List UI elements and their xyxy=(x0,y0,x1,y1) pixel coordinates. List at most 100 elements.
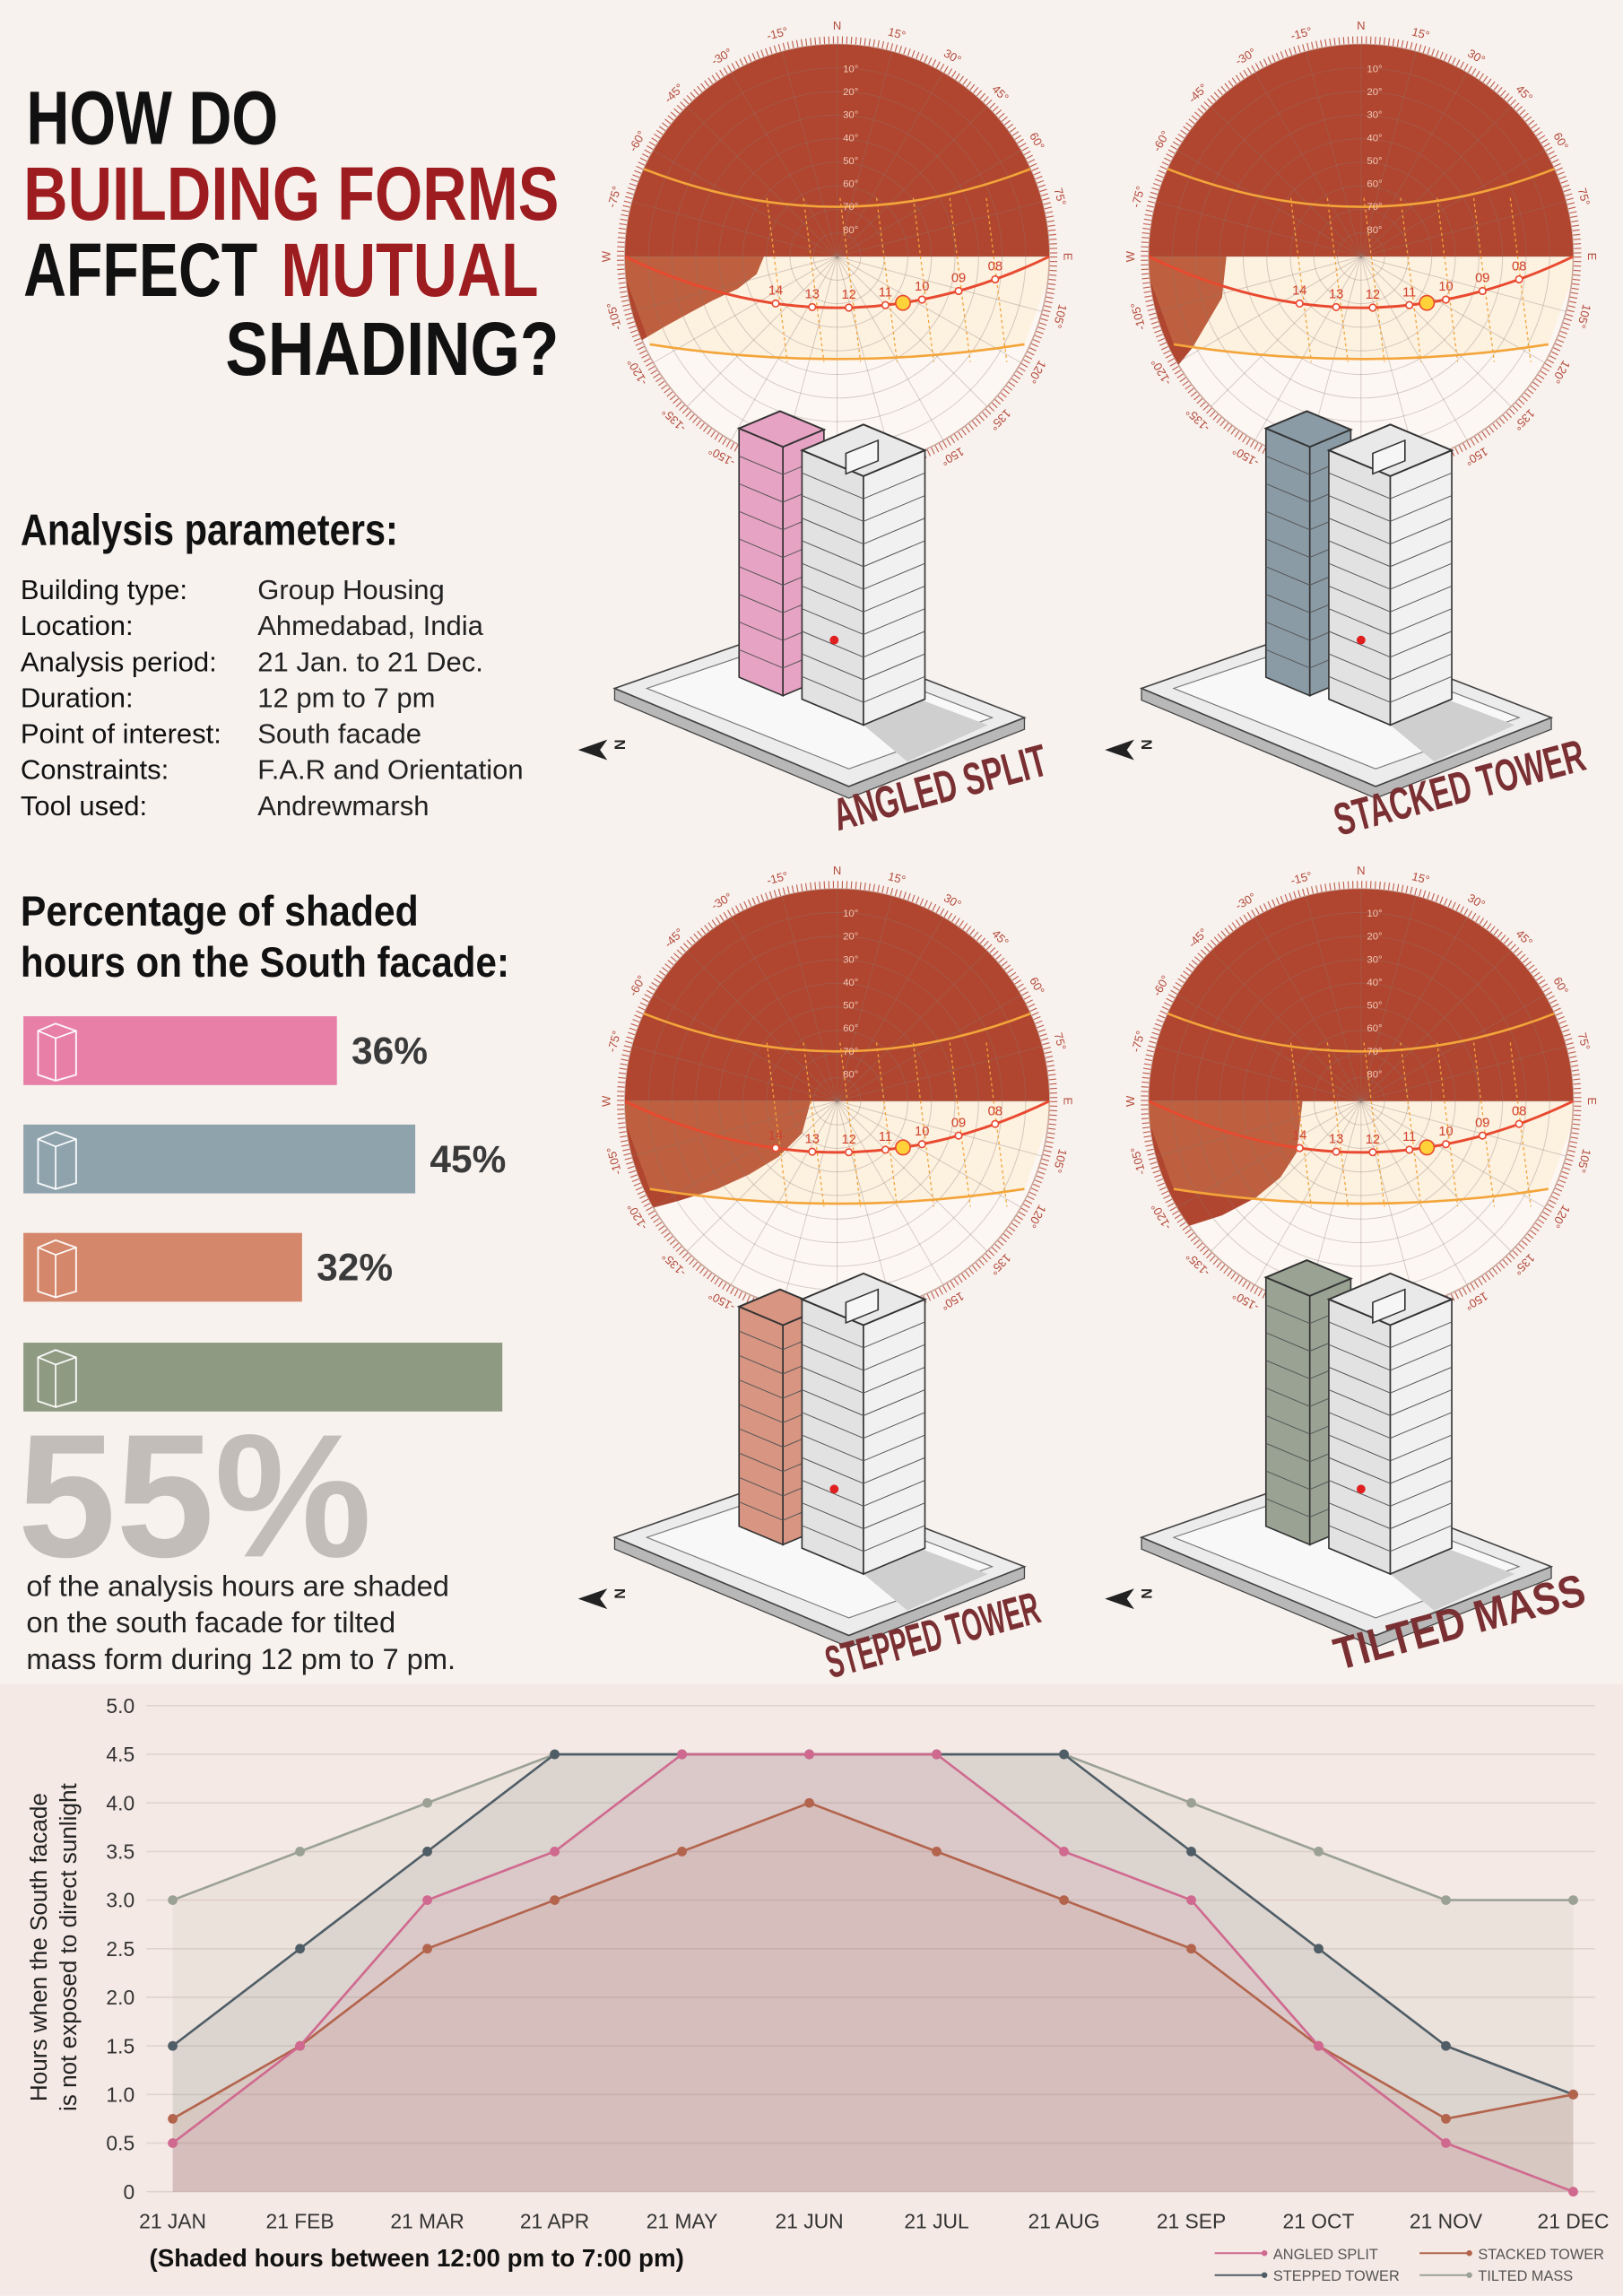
series-point xyxy=(1441,2138,1451,2148)
x-tick-label: 21 DEC xyxy=(1538,2209,1610,2232)
sun-grid xyxy=(686,256,838,407)
face-left xyxy=(1328,448,1392,726)
parameter-label: Constraints: xyxy=(21,754,169,786)
series-area xyxy=(172,1754,1574,2192)
series-point xyxy=(295,2040,305,2051)
sun-path xyxy=(624,1100,1050,1154)
bar-value-label: 36% xyxy=(352,1030,428,1072)
azimuth-label: 15° xyxy=(887,25,907,43)
sun-grid xyxy=(1266,161,1456,352)
altitude-label: 30° xyxy=(1367,110,1382,121)
floor-line xyxy=(739,483,784,503)
x-tick-label: 21 MAR xyxy=(390,2209,464,2232)
hour-label: 12 xyxy=(841,1133,855,1147)
altitude-label: 20° xyxy=(843,932,858,943)
north-arrow xyxy=(1105,739,1134,761)
parameter-label: Analysis period: xyxy=(21,646,217,677)
north-label: N xyxy=(612,1588,629,1599)
sun-grid xyxy=(1266,1006,1456,1196)
sun-path-diagrams: 14 13 12 11 10 09 08 10° 20° 30° 40° 50° 60° 70° 80° N 1… xyxy=(600,19,1599,1339)
face-right xyxy=(1389,448,1453,726)
sun-grid xyxy=(1337,232,1385,281)
altitude-label: 70° xyxy=(843,1047,858,1057)
floor-line xyxy=(1390,585,1453,613)
shading-mask xyxy=(624,1100,812,1248)
sun-grid xyxy=(837,256,1021,363)
sun-grid xyxy=(1360,917,1468,1102)
sun-grid xyxy=(1337,1076,1385,1126)
x-tick-label: 21 OCT xyxy=(1283,2209,1355,2232)
hour-label: 11 xyxy=(879,1130,892,1144)
bar xyxy=(23,1343,503,1412)
y-tick-label: 0 xyxy=(123,2180,135,2204)
shadow xyxy=(1390,700,1515,762)
y-tick-label: 5.0 xyxy=(106,1694,135,1718)
sun-grid xyxy=(653,1100,838,1208)
sun-grid xyxy=(1360,256,1512,407)
sun-grid xyxy=(1360,995,1546,1102)
series-point xyxy=(677,1749,687,1760)
sun-grid xyxy=(695,114,979,399)
floor-line xyxy=(802,1434,864,1462)
hour-line xyxy=(912,1042,934,1207)
title-line: SHADING? xyxy=(225,306,559,391)
hour-line xyxy=(1472,1042,1496,1207)
title-line: MUTUAL xyxy=(281,227,538,312)
hour-label: 09 xyxy=(1475,272,1489,286)
hour-dot xyxy=(991,1119,1000,1128)
floor-line xyxy=(863,1344,925,1371)
altitude-label: 40° xyxy=(843,978,858,988)
altitude-label: 10° xyxy=(1367,909,1382,919)
floor-line xyxy=(739,1476,784,1497)
hour-label: 10 xyxy=(915,280,929,294)
face-left xyxy=(738,1305,784,1546)
floor-line xyxy=(1328,562,1391,590)
bar-icon xyxy=(38,1030,56,1039)
floor-line xyxy=(1328,540,1391,568)
shadow xyxy=(1390,1549,1515,1611)
x-tick-label: 21 SEP xyxy=(1157,2209,1226,2232)
floor-line xyxy=(863,608,925,635)
sun-grid xyxy=(631,201,838,257)
x-tick-label: 21 APR xyxy=(520,2209,589,2232)
shadow xyxy=(863,700,988,762)
series-point xyxy=(1186,1895,1196,1905)
hour-label: 12 xyxy=(1366,288,1380,302)
sun-grid xyxy=(837,256,1043,312)
altitude-label: 80° xyxy=(843,1069,858,1080)
hour-dot xyxy=(917,295,926,304)
chart-note: (Shaded hours between 12:00 pm to 7:00 p… xyxy=(149,2244,683,2272)
hour-label: 09 xyxy=(951,272,966,286)
series-point xyxy=(550,1847,560,1857)
series-point xyxy=(1568,1895,1578,1905)
altitude-label: 10° xyxy=(843,909,858,919)
shaded-sky xyxy=(1149,889,1574,1101)
hour-line xyxy=(949,1042,971,1207)
face-left xyxy=(1328,1298,1392,1576)
sun-grid xyxy=(718,138,956,376)
hour-line xyxy=(1436,197,1459,362)
azimuth-label: 75° xyxy=(1051,1031,1069,1052)
legend-label: TILTED MASS xyxy=(1478,2268,1573,2284)
hour-label: 09 xyxy=(951,1116,966,1130)
hour-line xyxy=(1400,1042,1422,1207)
altitude-label: 80° xyxy=(1367,1069,1382,1080)
floor-line xyxy=(739,1330,784,1351)
floor-line xyxy=(802,540,864,568)
floor-line xyxy=(739,1452,784,1473)
sun-grid xyxy=(686,106,838,257)
series-line xyxy=(171,1801,1574,2120)
floor-line xyxy=(863,1480,925,1507)
floor-line xyxy=(863,1389,925,1416)
floor-line xyxy=(739,538,784,558)
azimuth-label: 15° xyxy=(887,869,907,887)
hour-line xyxy=(803,1042,825,1207)
series-point xyxy=(1186,1944,1196,1954)
series-line xyxy=(171,1752,1574,2193)
parameter-list: Building type: Group Housing Location: Ahme… xyxy=(21,574,524,822)
point-of-interest xyxy=(1356,1484,1366,1494)
face-left xyxy=(738,427,784,697)
altitude-label: 50° xyxy=(843,1001,858,1012)
altitude-label: 50° xyxy=(1367,156,1382,167)
sun-grid xyxy=(766,185,908,328)
